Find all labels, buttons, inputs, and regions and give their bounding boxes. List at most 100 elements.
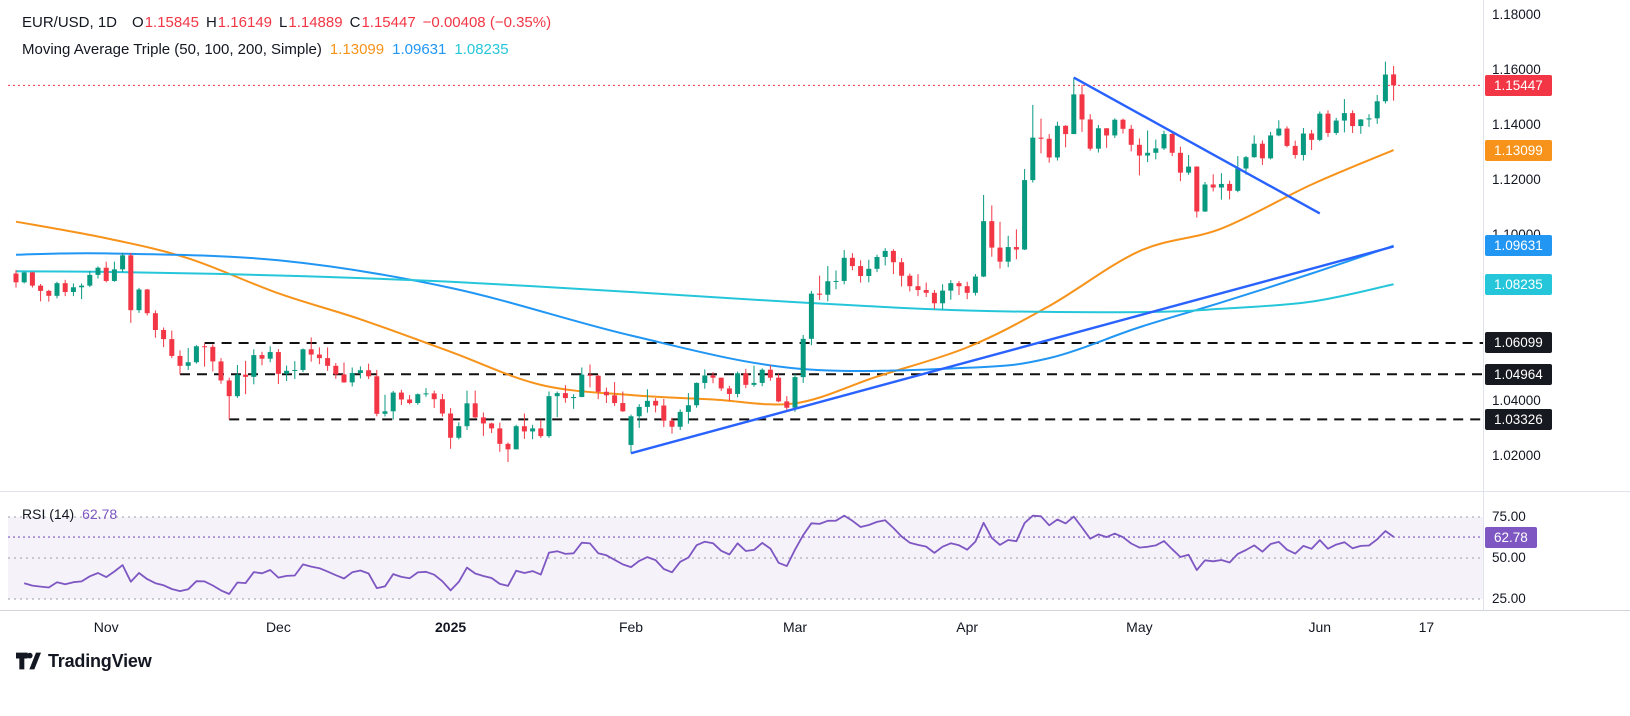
candle xyxy=(439,399,445,414)
candle xyxy=(899,262,905,276)
price-badge: 1.03326 xyxy=(1485,408,1552,430)
candle xyxy=(989,221,995,248)
time-label-2025: 2025 xyxy=(435,619,467,635)
candle xyxy=(1284,128,1290,146)
candle xyxy=(808,293,814,339)
candle xyxy=(743,373,749,385)
tradingview-mark-icon xyxy=(16,652,41,670)
indicator-name: Moving Average Triple (50, 100, 200, Sim… xyxy=(22,41,322,58)
candle xyxy=(1038,137,1044,139)
candle xyxy=(79,285,85,288)
candle xyxy=(267,352,273,359)
candle xyxy=(726,388,732,394)
candle xyxy=(251,355,257,377)
candle xyxy=(292,369,298,371)
candle xyxy=(161,330,167,340)
indicator-legend[interactable]: Moving Average Triple (50, 100, 200, Sim… xyxy=(22,41,509,58)
candle xyxy=(1333,120,1339,133)
candle xyxy=(620,403,626,412)
ohlc-label: C xyxy=(349,14,361,31)
candle xyxy=(792,377,798,408)
candle xyxy=(1030,137,1036,181)
time-label-may: May xyxy=(1126,619,1153,635)
rsi-line xyxy=(23,514,1395,595)
candle xyxy=(128,255,134,311)
candle xyxy=(849,257,855,267)
candle xyxy=(1079,94,1085,120)
price-badge: 1.15447 xyxy=(1485,74,1552,96)
candle xyxy=(636,406,642,417)
candle xyxy=(1341,113,1347,121)
price-badge: 1.04964 xyxy=(1485,363,1552,385)
candle xyxy=(456,426,462,438)
candle xyxy=(718,377,724,389)
candle xyxy=(669,420,675,427)
ohlc-value: 1.14889 xyxy=(288,14,343,31)
candle xyxy=(858,266,864,276)
candle xyxy=(833,280,839,282)
ohlc-label: H xyxy=(205,14,217,31)
tradingview-wordmark: TradingView xyxy=(48,650,152,671)
candle xyxy=(513,426,519,450)
candle xyxy=(21,272,27,283)
candle xyxy=(415,394,421,404)
candle xyxy=(603,391,609,396)
candle xyxy=(825,281,831,295)
candle xyxy=(1358,119,1364,127)
candle xyxy=(29,272,35,286)
candle xyxy=(54,283,60,296)
candle xyxy=(111,269,117,281)
candle xyxy=(751,382,757,385)
candle xyxy=(1227,183,1233,191)
symbol-title[interactable]: EUR/USD, 1D xyxy=(22,14,118,31)
rsi-legend[interactable]: RSI (14) 62.78 xyxy=(22,506,117,522)
candle xyxy=(1374,101,1380,119)
candle xyxy=(1268,135,1274,159)
time-label-17: 17 xyxy=(1418,619,1435,635)
trend-line[interactable] xyxy=(1073,76,1321,215)
candle xyxy=(1317,113,1323,140)
candle xyxy=(554,393,560,397)
candle xyxy=(226,380,232,397)
ohlc-value: 1.16149 xyxy=(217,14,273,31)
candle xyxy=(661,405,667,421)
candle xyxy=(185,362,191,366)
time-label-feb: Feb xyxy=(618,619,644,635)
time-axis[interactable]: Nov Dec 2025 Feb Mar Apr May Jun 17 xyxy=(0,610,1483,646)
time-label-jun: Jun xyxy=(1308,619,1332,635)
ohlc-values: O1.15845 H1.16149 L1.14889 C1.15447 xyxy=(125,14,416,31)
ma-line-2[interactable] xyxy=(15,244,1394,372)
candle xyxy=(1169,134,1175,153)
candle xyxy=(431,393,437,400)
candle xyxy=(1382,74,1388,102)
candle xyxy=(956,283,962,287)
candle xyxy=(964,286,970,293)
ma-line-3[interactable] xyxy=(15,270,1394,314)
candle xyxy=(800,338,806,378)
ma-line-1[interactable] xyxy=(15,149,1394,406)
candle xyxy=(1276,128,1282,136)
price-badge: 1.08235 xyxy=(1485,273,1552,295)
candle xyxy=(1186,166,1192,173)
candle xyxy=(931,292,937,304)
symbol-legend[interactable]: EUR/USD, 1D O1.15845 H1.16149 L1.14889 C1.15… xyxy=(22,14,551,31)
candle xyxy=(120,255,126,270)
candle xyxy=(177,355,183,366)
candle xyxy=(1161,134,1167,149)
price-badge: 1.09631 xyxy=(1485,235,1552,257)
candle xyxy=(866,268,872,276)
candle xyxy=(538,428,544,437)
trend-line[interactable] xyxy=(630,245,1394,455)
candle xyxy=(1194,166,1200,212)
candle xyxy=(1292,145,1298,156)
candle xyxy=(1120,119,1126,129)
candle xyxy=(759,369,765,383)
candle xyxy=(587,374,593,376)
tradingview-logo[interactable]: TradingView xyxy=(16,650,152,672)
ohlc-value: 1.15845 xyxy=(144,14,199,31)
indicator-values: 1.13099 1.09631 1.08235 xyxy=(322,41,509,58)
price-axis[interactable]: 1.180001.160001.140001.120001.100001.040… xyxy=(1484,0,1630,716)
candle xyxy=(1366,118,1372,120)
